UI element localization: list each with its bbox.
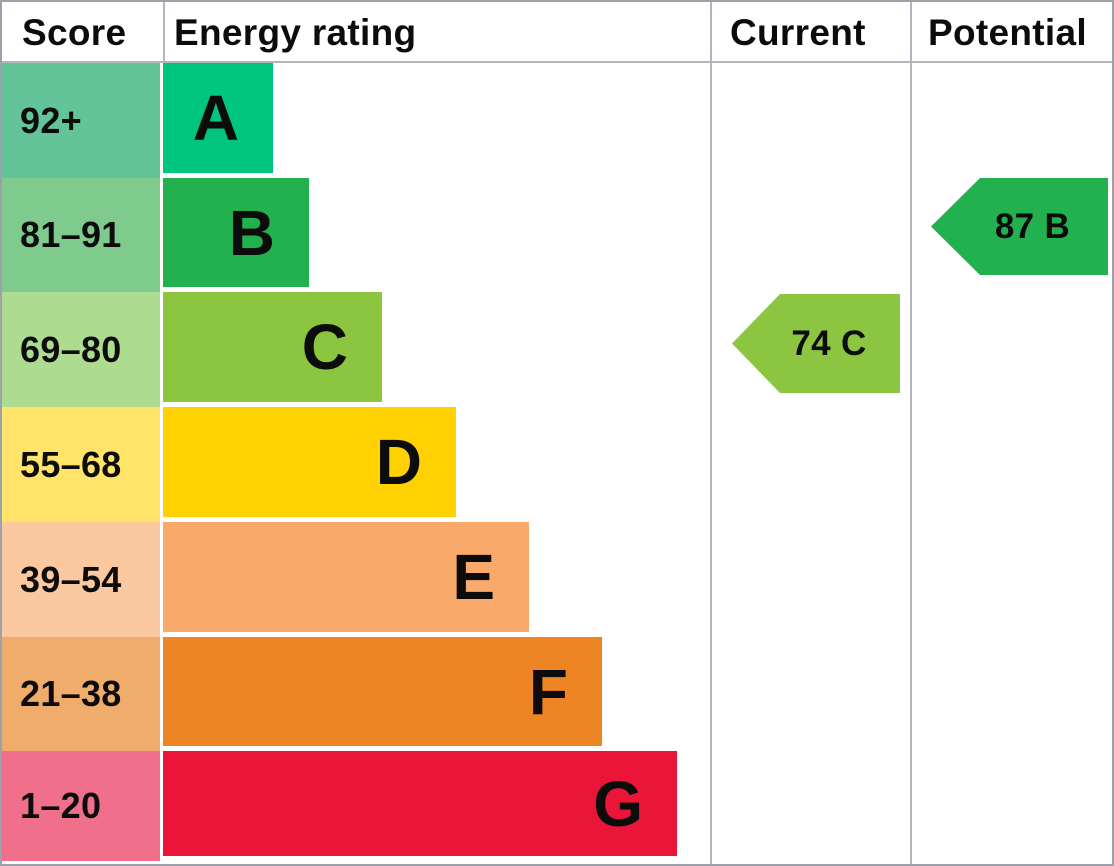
column-divider-current-potential — [910, 2, 912, 864]
potential-rating-label: 87 B — [994, 206, 1071, 246]
rating-letter-label: D — [375, 426, 422, 498]
rating-bar-E: E — [163, 522, 529, 632]
column-divider-score-rating — [163, 2, 165, 63]
score-range-label: 81–91 — [20, 214, 122, 255]
rating-bar-C: C — [163, 292, 382, 402]
rating-letter-label: C — [301, 311, 348, 383]
score-range-label: 39–54 — [20, 558, 122, 600]
column-header-current: Current — [730, 11, 866, 53]
score-cell-E: 39–54 — [2, 522, 160, 637]
current-rating-label: 74 C — [791, 323, 867, 363]
score-cell-D: 55–68 — [2, 407, 160, 522]
left-pointing-arrow-shape — [931, 178, 1108, 275]
current-rating-arrow: 74 C — [732, 294, 900, 393]
potential-rating-arrow: 87 B — [931, 178, 1108, 275]
rating-bar-D: D — [163, 407, 456, 517]
rating-bar-B: B — [163, 178, 309, 287]
column-divider-rating-current — [710, 2, 712, 864]
score-range-label: 1–20 — [20, 785, 102, 826]
score-cell-F: 21–38 — [2, 637, 160, 751]
column-header-potential: Potential — [928, 11, 1087, 53]
column-header-score: Score — [22, 11, 127, 53]
rating-letter-label: B — [228, 196, 275, 269]
score-cell-A: 92+ — [2, 63, 160, 178]
score-cell-B: 81–91 — [2, 178, 160, 292]
rating-letter-label: G — [593, 767, 643, 840]
rating-bar-G: G — [163, 751, 677, 856]
score-range-label: 21–38 — [20, 673, 122, 714]
rating-letter-label: A — [192, 82, 239, 154]
score-range-label: 92+ — [20, 99, 82, 141]
header-divider-line — [2, 61, 1112, 63]
column-header-energy-rating: Energy rating — [174, 11, 417, 53]
score-cell-G: 1–20 — [2, 751, 160, 861]
score-range-label: 69–80 — [20, 328, 122, 370]
rating-letter-label: E — [452, 541, 495, 613]
rating-bar-F: F — [163, 637, 602, 746]
score-range-label: 55–68 — [20, 443, 122, 485]
score-cell-C: 69–80 — [2, 292, 160, 407]
left-pointing-arrow-shape — [732, 294, 900, 393]
rating-bar-A: A — [163, 63, 273, 173]
rating-letter-label: F — [528, 655, 568, 728]
